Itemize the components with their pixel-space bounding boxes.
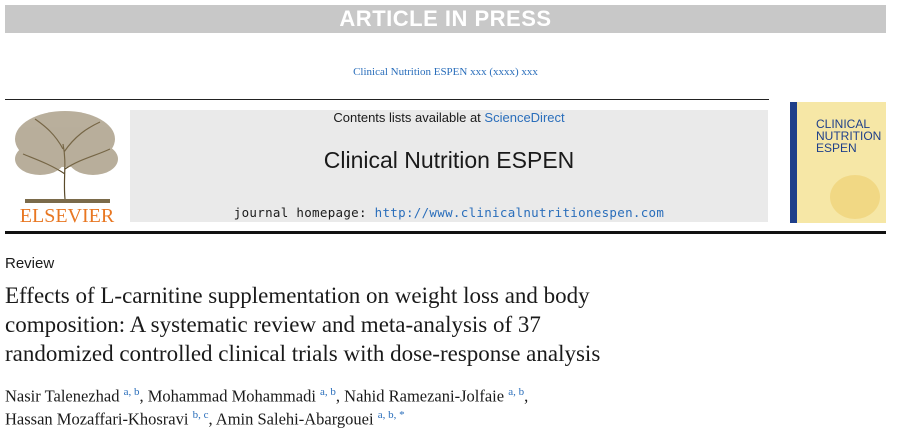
elsevier-logo: ELSEVIER — [15, 111, 118, 226]
affiliation[interactable]: a, b — [508, 386, 525, 398]
cover-title: CLINICAL — [816, 117, 870, 131]
journal-name: Clinical Nutrition ESPEN — [323, 147, 575, 173]
separator: , — [335, 386, 341, 406]
masthead-box — [130, 110, 768, 222]
homepage-line: journal homepage: http://www.clinicalnut… — [130, 205, 768, 220]
homepage-url[interactable]: http://www.clinicalnutritionespen.com — [374, 205, 665, 220]
separator: , — [139, 386, 144, 406]
publisher: ELSEVIER — [20, 205, 115, 226]
title-line: Effects of L-carnitine supplementation o… — [5, 283, 590, 308]
title-line: randomized controlled clinical trials wi… — [5, 341, 601, 366]
affiliation[interactable]: a, b — [123, 386, 140, 398]
affiliation[interactable]: a, b, * — [377, 409, 405, 421]
author-name[interactable]: Nahid Ramezani-Jolfaie — [344, 386, 505, 406]
cover-title: ESPEN — [816, 141, 857, 155]
homepage-prefix: journal homepage: — [233, 205, 367, 220]
author-name[interactable]: Mohammad Mohammadi — [147, 386, 316, 406]
author-line: Nasir Talenezhad a, b, Mohammad Mohammad… — [5, 386, 528, 407]
contents-line: Contents lists available at ScienceDirec… — [130, 110, 768, 125]
affiliation[interactable]: b, c — [192, 409, 209, 421]
author-line: Hassan Mozaffari-Khosravi b, c, Amin Sal… — [5, 409, 405, 430]
author-name[interactable]: Hassan Mozaffari-Khosravi — [5, 409, 189, 429]
separator: , — [524, 386, 529, 406]
affiliation[interactable]: a, b — [320, 386, 336, 398]
contents-prefix: Contents lists available at — [333, 110, 481, 125]
cover-title: NUTRITION — [816, 129, 881, 143]
rule — [5, 99, 769, 100]
author-name[interactable]: Nasir Talenezhad — [5, 386, 120, 406]
title-line: composition: A systematic review and met… — [5, 312, 541, 337]
journal-cover[interactable]: CLINICAL NUTRITION ESPEN — [790, 102, 886, 223]
rule — [5, 231, 886, 234]
article-type: Review — [5, 255, 55, 272]
sciencedirect-link[interactable]: ScienceDirect — [484, 110, 565, 125]
journal-ref[interactable]: Clinical Nutrition ESPEN xxx (xxxx) xxx — [353, 66, 538, 78]
banner: ARTICLE IN PRESS — [5, 5, 886, 33]
author-name[interactable]: Amin Salehi-Abargouei — [215, 409, 374, 429]
separator: , — [208, 409, 213, 429]
